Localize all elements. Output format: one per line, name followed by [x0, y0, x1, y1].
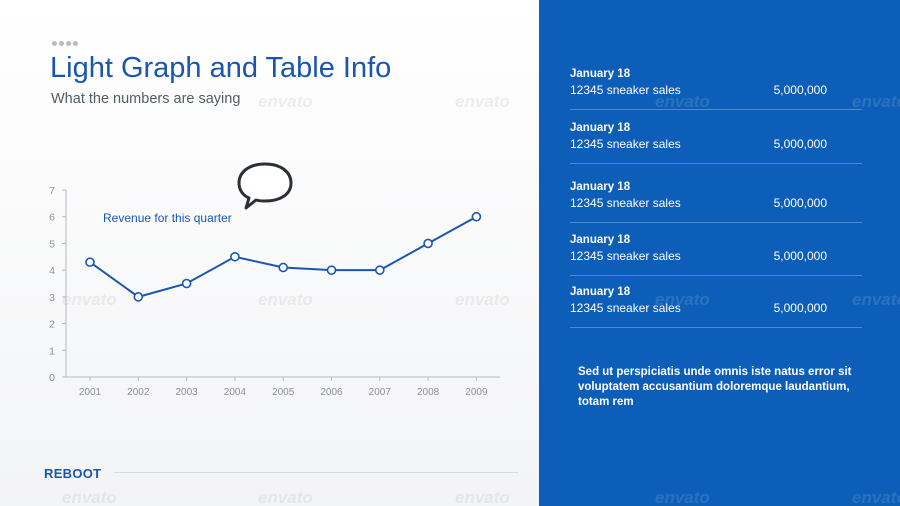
row-date: January 18 — [570, 286, 631, 298]
data-point — [374, 265, 385, 275]
x-tick-label: 2009 — [465, 387, 488, 398]
row-item: 12345 sneaker sales — [570, 301, 681, 315]
data-point — [230, 251, 240, 262]
row-divider — [570, 109, 862, 110]
right-panel — [539, 0, 900, 506]
footer-divider — [114, 472, 518, 473]
brand-logo: REBOOT — [44, 466, 102, 481]
y-tick-labels: 0 1 2 3 4 5 6 7 — [49, 185, 55, 384]
row-divider — [570, 222, 862, 223]
table-row: January 18 12345 sneaker sales 5,000,000 — [570, 68, 862, 120]
row-date: January 18 — [570, 122, 631, 134]
table-row: January 18 12345 sneaker sales 5,000,000 — [570, 286, 862, 338]
series-line — [89, 215, 477, 298]
y-tick-label: 3 — [49, 292, 55, 304]
y-tick-label: 6 — [49, 212, 55, 224]
data-point — [423, 238, 433, 249]
x-tick-label: 2008 — [417, 387, 440, 398]
data-point — [85, 257, 95, 267]
data-point — [326, 265, 337, 275]
data-points — [85, 211, 482, 302]
decorative-dots — [52, 41, 78, 46]
table-row: January 18 12345 sneaker sales 5,000,000 — [570, 122, 862, 174]
row-item: 12345 sneaker sales — [570, 83, 681, 97]
y-tick-label: 5 — [49, 238, 55, 250]
left-panel: Light Graph and Table Info What the numb… — [0, 0, 539, 506]
data-point — [278, 262, 289, 273]
page-subtitle: What the numbers are saying — [51, 91, 241, 107]
note-paragraph: Sed ut perspiciatis unde omnis iste natu… — [578, 366, 852, 408]
x-tick-label: 2006 — [320, 387, 343, 398]
chart-axes — [62, 189, 500, 381]
row-date: January 18 — [570, 68, 631, 80]
y-tick-label: 4 — [49, 265, 55, 277]
x-tick-label: 2005 — [272, 387, 295, 398]
page-title: Light Graph and Table Info — [50, 52, 392, 84]
x-tick-labels: 2001 2002 2003 2004 2005 2006 2007 2008 2009 — [79, 387, 488, 398]
row-item: 12345 sneaker sales — [570, 249, 681, 263]
speech-bubble-icon — [237, 162, 293, 210]
x-tick-label: 2004 — [224, 387, 247, 398]
row-amount: 5,000,000 — [773, 249, 827, 263]
data-point — [133, 292, 144, 302]
x-tick-label: 2002 — [127, 387, 150, 398]
row-date: January 18 — [570, 181, 631, 193]
row-amount: 5,000,000 — [773, 301, 827, 315]
table-row: January 18 12345 sneaker sales 5,000,000 — [570, 181, 862, 233]
row-amount: 5,000,000 — [773, 83, 827, 97]
y-tick-label: 1 — [49, 345, 55, 357]
x-tick-label: 2007 — [369, 387, 392, 398]
row-divider — [570, 327, 862, 328]
row-divider — [570, 275, 862, 276]
row-date: January 18 — [570, 234, 631, 246]
data-point — [181, 278, 192, 289]
row-amount: 5,000,000 — [773, 196, 827, 210]
x-tick-label: 2001 — [79, 387, 102, 398]
table-row: January 18 12345 sneaker sales 5,000,000 — [570, 234, 862, 286]
y-tick-label: 0 — [49, 372, 55, 384]
chart-annotation: Revenue for this quarter — [103, 211, 232, 225]
row-item: 12345 sneaker sales — [570, 137, 681, 151]
y-tick-label: 7 — [49, 185, 55, 197]
x-tick-label: 2003 — [175, 387, 198, 398]
row-divider — [570, 163, 862, 164]
y-tick-label: 2 — [49, 319, 55, 331]
data-point — [471, 211, 482, 222]
row-item: 12345 sneaker sales — [570, 196, 681, 210]
row-amount: 5,000,000 — [773, 137, 827, 151]
